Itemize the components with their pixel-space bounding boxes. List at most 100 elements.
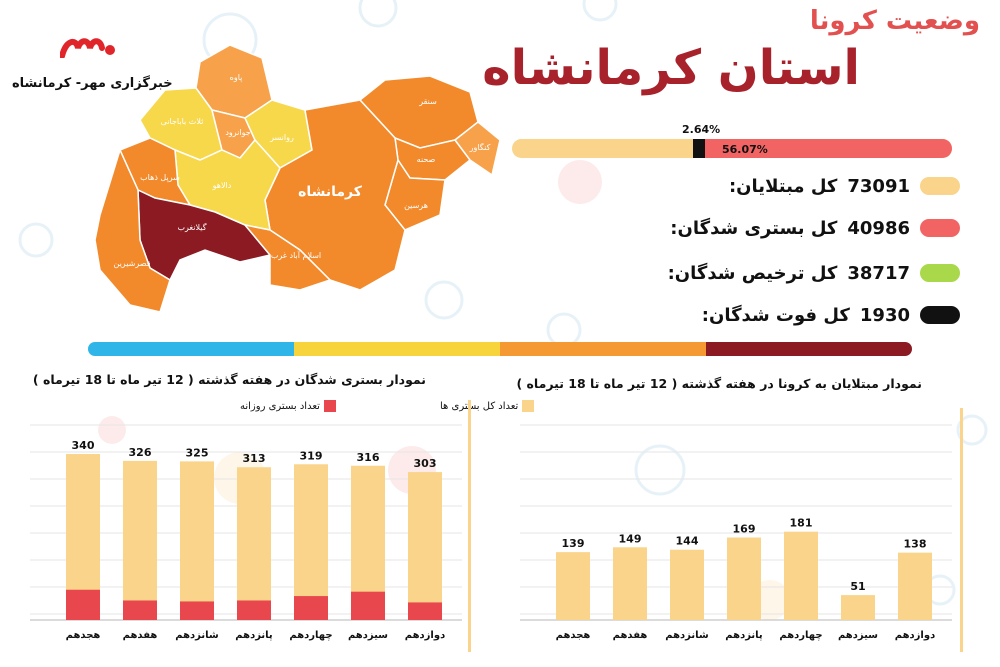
data-label: 144 xyxy=(676,535,699,548)
stat-label: کل مبتلایان: xyxy=(728,175,838,197)
map-label: ثلاث باباجانی xyxy=(161,117,204,126)
brand-name: خبرگزاری مهر- کرمانشاه xyxy=(12,76,173,91)
stat-value: 1930 xyxy=(859,304,910,326)
legend-swatch xyxy=(522,400,535,412)
stat-value: 40986 xyxy=(847,217,910,239)
hospitalized-bar-chart: 340 هجدهم 326 هفدهم 325 شانزدهم 313 پانزدهم 319 چ… xyxy=(30,424,462,641)
stat-total-discharged: کل ترخیص شدگان: 38717 xyxy=(668,260,960,286)
stripe-segment-blue xyxy=(88,342,294,356)
bar-daily xyxy=(351,591,385,620)
map-label: دالاهو xyxy=(212,181,232,190)
data-label: 181 xyxy=(790,517,813,530)
category-label: شانزدهم xyxy=(175,630,219,641)
bar-daily xyxy=(237,600,271,620)
hospitalized-percent-label: 56.07% xyxy=(722,143,768,156)
map-label: هرسین xyxy=(404,201,428,210)
stat-color-pill xyxy=(920,306,960,324)
stat-label: کل ترخیص شدگان: xyxy=(667,262,838,284)
bar-total xyxy=(670,549,704,620)
map-label: پاوه xyxy=(230,73,243,82)
map-label: صحنه xyxy=(417,155,436,164)
data-label: 138 xyxy=(904,538,927,551)
data-label: 319 xyxy=(300,449,323,462)
map-label: جوانرود xyxy=(225,128,250,137)
legend-swatch xyxy=(323,400,336,412)
stat-label: کل فوت شدگان: xyxy=(701,304,850,326)
category-label: هجدهم xyxy=(66,630,101,641)
map-label: اسلام آباد غرب xyxy=(271,250,321,260)
stat-total-hospitalized: کل بستری شدگان: 40986 xyxy=(670,215,960,241)
bar-total xyxy=(613,547,647,620)
bar-total xyxy=(727,537,761,620)
data-label: 316 xyxy=(357,451,380,464)
data-label: 169 xyxy=(733,523,756,536)
bar-total xyxy=(294,464,328,620)
map-region-qasr-shirin xyxy=(94,147,171,313)
legend-daily-hospitalized: تعداد بستری روزانه xyxy=(240,400,336,412)
category-label: چهاردهم xyxy=(289,630,332,641)
bar-total xyxy=(556,552,590,620)
category-label: هفدهم xyxy=(123,630,158,641)
stripe-segment-maroon xyxy=(706,342,912,356)
stripe-segment-orange xyxy=(500,342,706,356)
data-label: 326 xyxy=(129,446,152,459)
bar-daily xyxy=(408,602,442,620)
category-label: هفدهم xyxy=(613,630,648,641)
bar-total xyxy=(898,552,932,620)
death-percent-label: 2.64% xyxy=(682,123,721,136)
data-label: 325 xyxy=(186,446,209,459)
infected-chart-title: نمودار مبتلایان به کرونا در هفته گذشته (… xyxy=(516,376,922,391)
bar-total xyxy=(237,467,271,620)
category-label: دوازدهم xyxy=(405,630,445,641)
map-label: سنقر xyxy=(418,97,437,106)
bar-total xyxy=(123,460,157,620)
map-label: گیلانغرب xyxy=(177,222,206,232)
data-label: 303 xyxy=(414,457,437,470)
category-label: پانزدهم xyxy=(725,630,763,641)
stat-value: 38717 xyxy=(847,262,910,284)
category-label: پانزدهم xyxy=(235,630,273,641)
mehr-logo-icon xyxy=(60,38,115,58)
category-label: سیزدهم xyxy=(838,630,878,641)
page-title: استان کرمانشاه xyxy=(482,40,860,96)
stat-total-deaths: کل فوت شدگان: 1930 xyxy=(702,302,960,328)
data-label: 313 xyxy=(243,452,266,465)
bar-total xyxy=(408,472,442,620)
chart-accent-line xyxy=(960,408,963,652)
data-label: 139 xyxy=(562,537,585,550)
stat-value: 73091 xyxy=(847,175,910,197)
category-label: شانزدهم xyxy=(665,630,709,641)
ratio-progress-bar xyxy=(512,139,952,158)
hospitalized-chart-title: نمودار بستری شدگان در هفته گذشته ( 12 تی… xyxy=(32,372,426,387)
bar-total xyxy=(784,531,818,620)
stat-label: کل بستری شدگان: xyxy=(670,217,838,239)
stripe-segment-yellow xyxy=(294,342,500,356)
infected-bar-chart: 139 هجدهم 149 هفدهم 144 شانزدهم 169 پانزدهم 181 چ… xyxy=(520,424,952,641)
stat-total-infected: کل مبتلایان: 73091 xyxy=(729,173,960,199)
bar-daily xyxy=(294,596,328,620)
data-label: 51 xyxy=(850,580,865,593)
stat-color-pill xyxy=(920,264,960,282)
bar-daily xyxy=(66,589,100,620)
bar-total xyxy=(180,461,214,620)
map-label: سرپل ذهاب xyxy=(140,173,180,182)
category-label: چهاردهم xyxy=(779,630,822,641)
death-fill xyxy=(693,139,706,158)
category-label: دوازدهم xyxy=(895,630,935,641)
province-map: پاوه ثلاث باباجانی جوانرود روانسر سنقر ص… xyxy=(94,44,500,313)
bar-total xyxy=(841,595,875,620)
legend-text: تعداد بستری روزانه xyxy=(240,400,320,412)
stat-color-pill xyxy=(920,177,960,195)
data-label: 149 xyxy=(619,532,642,545)
map-region-eslamabad xyxy=(243,223,332,291)
data-label: 340 xyxy=(72,439,95,452)
category-label: سیزدهم xyxy=(348,630,388,641)
map-region-kangavar xyxy=(453,121,500,177)
map-label: قصرشیرین xyxy=(113,259,150,268)
legend-text: تعداد کل بستری ها xyxy=(440,400,519,412)
category-label: هجدهم xyxy=(556,630,591,641)
map-label: کرمانشاه xyxy=(298,184,363,200)
stat-color-pill xyxy=(920,219,960,237)
page-subtitle: وضعیت کرونا xyxy=(809,6,980,36)
bar-daily xyxy=(123,600,157,620)
